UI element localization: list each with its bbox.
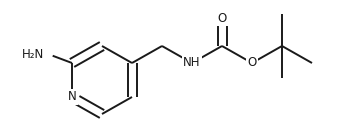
Text: N: N [68, 90, 76, 103]
Text: H₂N: H₂N [22, 47, 44, 60]
Text: O: O [247, 57, 257, 70]
Text: NH: NH [183, 57, 201, 70]
Text: O: O [217, 12, 226, 25]
